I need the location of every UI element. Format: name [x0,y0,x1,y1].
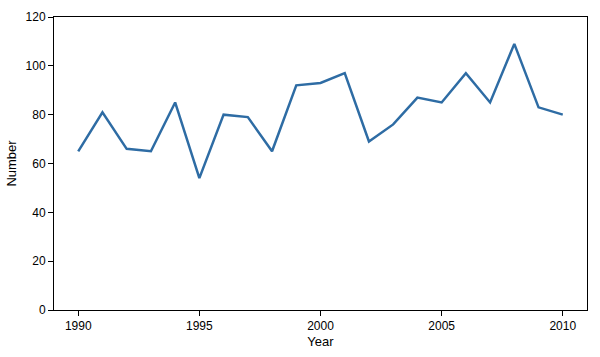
svg-text:Year: Year [307,334,334,349]
svg-text:2005: 2005 [428,319,455,333]
svg-text:Number: Number [4,140,19,187]
svg-text:100: 100 [26,59,46,73]
svg-text:0: 0 [39,303,46,317]
svg-text:2010: 2010 [549,319,576,333]
svg-text:120: 120 [26,10,46,24]
svg-text:80: 80 [32,108,46,122]
svg-text:40: 40 [32,206,46,220]
svg-text:20: 20 [32,254,46,268]
svg-text:1990: 1990 [65,319,92,333]
svg-text:2000: 2000 [307,319,334,333]
svg-text:1995: 1995 [186,319,213,333]
svg-text:60: 60 [32,157,46,171]
